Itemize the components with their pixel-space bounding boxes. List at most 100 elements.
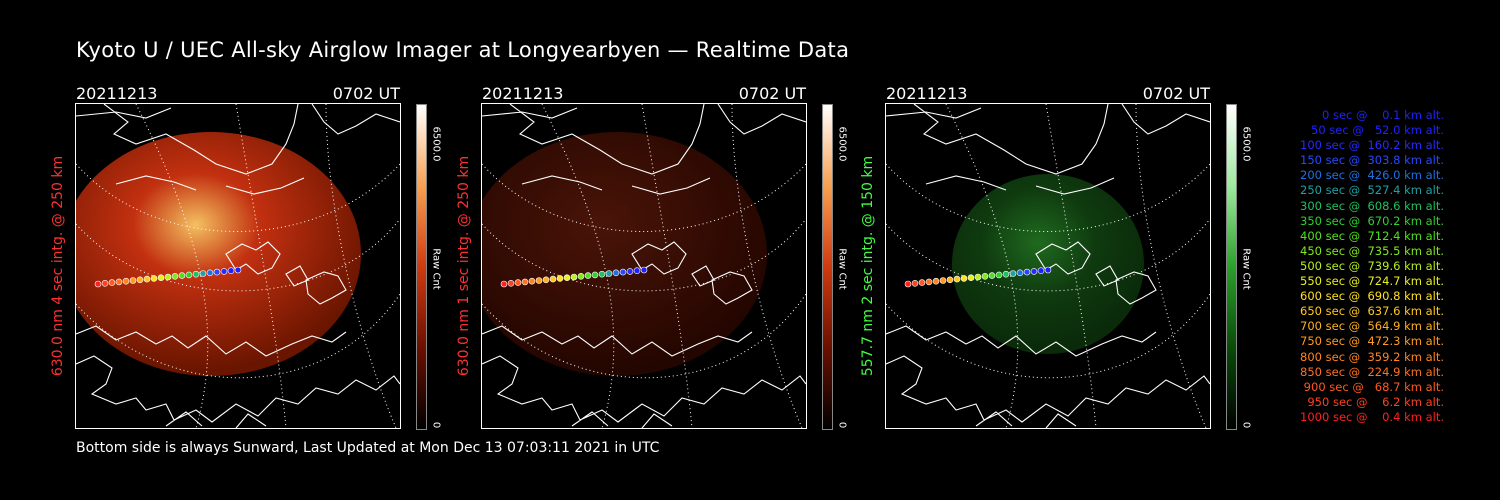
trajectory-point [598, 270, 606, 278]
page-title: Kyoto U / UEC All-sky Airglow Imager at … [76, 38, 850, 62]
legend-entry: 100 sec @ 160.2 km alt. [1296, 138, 1444, 153]
trajectory-point [206, 269, 214, 277]
trajectory-point [584, 272, 592, 279]
colorbar [822, 104, 833, 430]
trajectory-point [101, 280, 109, 287]
imager-panel-630-4s: 20211213 0702 UT 630.0 nm 4 sec intg. @ … [50, 84, 442, 434]
colorbar-unit-label: Raw Cnt [1240, 248, 1252, 290]
coastline [482, 104, 806, 428]
footer-status: Bottom side is always Sunward, Last Upda… [76, 440, 660, 456]
trajectory-point [974, 273, 982, 281]
trajectory-point [563, 274, 571, 281]
panel-date: 20211213 [76, 84, 158, 103]
legend-entry: 50 sec @ 52.0 km alt. [1303, 123, 1444, 138]
trajectory-point [129, 277, 137, 284]
coastline [886, 104, 1210, 428]
trajectory-point [967, 274, 975, 281]
trajectory-point [626, 268, 634, 275]
trajectory-point [185, 271, 193, 279]
trajectory-point [570, 273, 578, 281]
panel-date: 20211213 [886, 84, 968, 103]
trajectory-point [178, 272, 186, 279]
coastline [76, 104, 400, 428]
legend-entry: 650 sec @ 637.6 km alt. [1296, 304, 1444, 319]
trajectory-point [171, 273, 179, 280]
trajectory-point [143, 275, 151, 283]
allsky-map [75, 103, 401, 429]
colorbar [1226, 104, 1237, 430]
panel-time: 0702 UT [332, 84, 400, 103]
colorbar-min-label: 0 [1240, 421, 1252, 429]
legend-entry: 200 sec @ 426.0 km alt. [1296, 168, 1444, 183]
legend-entry: 300 sec @ 608.6 km alt. [1296, 198, 1444, 213]
trajectory-point [1030, 268, 1038, 275]
trajectory-point [199, 270, 207, 277]
trajectory-point [633, 267, 641, 274]
legend-entry: 250 sec @ 527.4 km alt. [1296, 183, 1444, 198]
legend-entry: 350 sec @ 670.2 km alt. [1296, 213, 1444, 228]
legend-entry: 550 sec @ 724.7 km alt. [1296, 274, 1444, 289]
colorbar-unit-label: Raw Cnt [430, 248, 442, 290]
trajectory-point [1037, 267, 1045, 274]
trajectory-point [514, 279, 522, 286]
trajectory-point [591, 271, 599, 279]
legend-entry: 500 sec @ 739.6 km alt. [1296, 258, 1444, 273]
trajectory-point [108, 279, 116, 286]
legend-entry: 850 sec @ 224.9 km alt. [1296, 364, 1444, 379]
legend-entry: 600 sec @ 690.8 km alt. [1296, 289, 1444, 304]
allsky-map [481, 103, 807, 429]
panel-wavelength-label: 557.7 nm 2 sec intg. @ 150 km [860, 155, 876, 377]
colorbar-max-label: 6500.0 [430, 126, 442, 162]
trajectory-point [535, 277, 543, 284]
colorbar-max-label: 6500.0 [1240, 126, 1252, 162]
legend-entry: 0 sec @ 0.1 km alt. [1311, 108, 1444, 122]
legend-entry: 700 sec @ 564.9 km alt. [1296, 319, 1444, 334]
trajectory-point [939, 277, 947, 284]
trajectory-point [995, 271, 1003, 279]
trajectory-point [925, 278, 933, 286]
colorbar-min-label: 0 [430, 421, 442, 429]
trajectory-point [904, 280, 912, 288]
trajectory-point [150, 275, 158, 282]
trajectory-point [220, 268, 228, 275]
trajectory-point [521, 278, 529, 286]
trajectory-point [542, 276, 550, 284]
legend-entry: 950 sec @ 6.2 km alt. [1303, 394, 1444, 409]
trajectory-point [605, 270, 613, 277]
trajectory-point [981, 273, 989, 280]
trajectory-point [192, 270, 200, 278]
legend-entry: 450 sec @ 735.5 km alt. [1296, 243, 1444, 258]
legend-entry: 750 sec @ 472.3 km alt. [1296, 334, 1444, 349]
panel-date: 20211213 [482, 84, 564, 103]
trajectory-point [1009, 270, 1017, 277]
trajectory-point [507, 280, 515, 287]
latlon-grid [886, 104, 1210, 428]
trajectory-point [988, 272, 996, 279]
trajectory-point [953, 275, 961, 283]
trajectory-point [213, 268, 221, 276]
trajectory-point [234, 266, 242, 274]
legend-entry: 400 sec @ 712.4 km alt. [1296, 228, 1444, 243]
trajectory-point [115, 278, 123, 286]
trajectory-point [227, 267, 235, 274]
colorbar [416, 104, 427, 430]
trajectory-point [960, 275, 968, 282]
trajectory-point [157, 274, 165, 281]
trajectory-point [619, 268, 627, 276]
airglow-image [952, 174, 1144, 354]
trajectory-point [640, 266, 648, 274]
trajectory-point [1016, 269, 1024, 277]
imager-panel-557-2s: 20211213 0702 UT 557.7 nm 2 sec intg. @ … [860, 84, 1252, 434]
allsky-map [885, 103, 1211, 429]
trajectory-point [94, 280, 102, 288]
trajectory-point [918, 279, 926, 286]
latlon-grid [482, 104, 806, 428]
legend-entry: 900 sec @ 68.7 km alt. [1300, 379, 1444, 394]
colorbar-max-label: 6500.0 [836, 126, 848, 162]
trajectory-point [500, 280, 508, 288]
trajectory-point [122, 277, 130, 285]
imager-panel-630-1s: 20211213 0702 UT 630.0 nm 1 sec intg. @ … [456, 84, 848, 434]
trajectory-point [136, 276, 144, 284]
trajectory-point [556, 275, 564, 282]
airglow-image [482, 132, 767, 376]
